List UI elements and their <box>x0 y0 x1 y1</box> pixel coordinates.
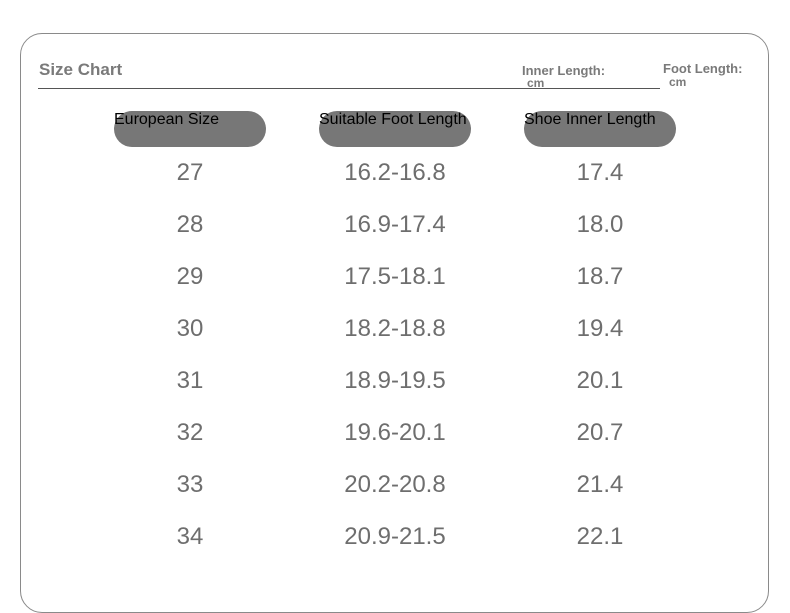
foot-length-unit: cm <box>669 75 687 89</box>
table-cell: 30 <box>176 315 204 342</box>
foot-length-label: Foot Length: <box>663 61 743 76</box>
table-cell: 19.6-20.1 <box>344 419 446 446</box>
table-cell: 22.1 <box>576 523 624 550</box>
table-cell: 32 <box>176 419 204 446</box>
table-cell: 18.9-19.5 <box>344 367 446 394</box>
page: Size Chart Inner Length: cm Foot Length:… <box>20 33 769 613</box>
column-header: Shoe Inner Length <box>524 111 676 147</box>
table-cell: 18.2-18.8 <box>344 315 446 342</box>
column-header-text: European Size <box>114 111 219 128</box>
column-header-text: Suitable Foot Length <box>319 111 467 128</box>
table-cell: 16.2-16.8 <box>344 159 446 186</box>
table-cell: 20.9-21.5 <box>344 523 446 550</box>
table-cell: 27 <box>176 159 204 186</box>
inner-length-label: Inner Length: <box>522 63 606 78</box>
table-cell: 33 <box>176 471 204 498</box>
title: Size Chart <box>39 60 123 79</box>
column-header: Suitable Foot Length <box>319 111 471 147</box>
table-cell: 31 <box>176 367 204 394</box>
column-header: European Size <box>114 111 266 147</box>
inner-length-unit: cm <box>527 76 545 90</box>
table-cell: 20.1 <box>576 367 624 394</box>
table-cell: 16.9-17.4 <box>344 211 446 238</box>
table-cell: 21.4 <box>576 471 624 498</box>
table-cell: 18.7 <box>576 263 624 290</box>
table-cell: 20.2-20.8 <box>344 471 446 498</box>
table-cell: 19.4 <box>576 315 624 342</box>
column-header-text: Shoe Inner Length <box>524 111 656 128</box>
table-cell: 28 <box>176 211 204 238</box>
table-cell: 18.0 <box>576 211 624 238</box>
table-cell: 17.4 <box>576 159 624 186</box>
table-cell: 29 <box>176 263 204 290</box>
table-cell: 20.7 <box>576 419 624 446</box>
table-cell: 34 <box>176 523 204 550</box>
header-rule <box>38 88 660 89</box>
table-cell: 17.5-18.1 <box>344 263 446 290</box>
